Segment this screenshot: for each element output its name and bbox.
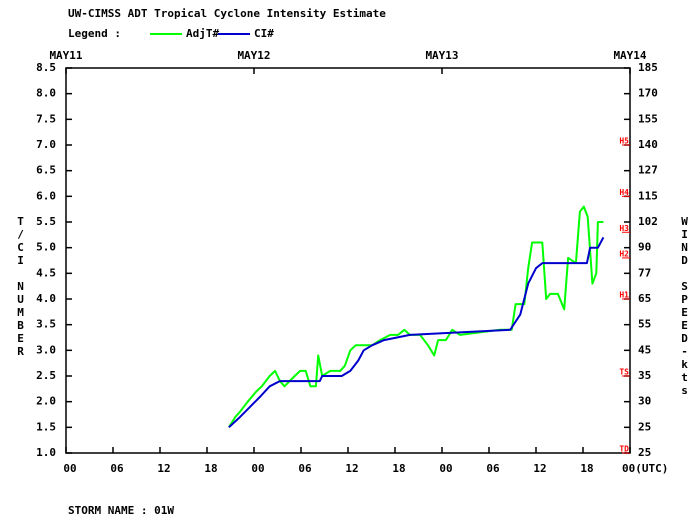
date-tick-label: MAY14 [613,49,646,62]
y2-tick-label: 155 [638,112,658,125]
y-tick-label: 4.5 [36,266,56,279]
x-tick-label: 06 [486,462,500,475]
y2-tick-label: 185 [638,61,658,74]
x-tick-label: 06 [298,462,312,475]
legend-entry: CI# [254,27,274,40]
y2-tick-label: 35 [638,369,651,382]
date-tick-label: MAY11 [49,49,82,62]
category-label: H1 [619,291,629,300]
y2-axis-label: WIND SPEED-kts [678,215,691,397]
y2-tick-label: 140 [638,138,658,151]
category-label: TD [619,445,629,454]
x-tick-label: 18 [580,462,593,475]
chart-title: UW-CIMSS ADT Tropical Cyclone Intensity … [68,7,386,20]
y-tick-label: 2.5 [36,369,56,382]
plot-frame [65,67,631,454]
y-tick-label: 6.0 [36,189,56,202]
x-tick-label: 06 [110,462,124,475]
y-tick-label: 4.0 [36,292,56,305]
series-line [228,236,605,429]
category-label: H3 [619,224,629,233]
y2-tick-label: 30 [638,395,651,408]
y-axis-label: T/CI NUMBER [14,215,27,358]
legend-label: Legend : [68,27,121,40]
x-tick-label: 00 [439,462,452,475]
y2-tick-label: 115 [638,189,658,202]
x-tick-label: 12 [345,462,358,475]
y2-tick-label: 25 [638,446,651,459]
legend-entry: AdjT# [186,27,219,40]
x-tick-label: 12 [533,462,546,475]
x-tick-label: 00(UTC) [622,462,668,475]
y-tick-label: 8.0 [36,87,56,100]
x-tick-label: 18 [392,462,405,475]
y-tick-label: 3.0 [36,343,56,356]
y2-tick-label: 127 [638,164,658,177]
y2-tick-label: 65 [638,292,651,305]
y-tick-label: 2.0 [36,395,56,408]
y-tick-label: 7.0 [36,138,56,151]
y2-tick-label: 55 [638,318,651,331]
footer: STORM NAME : 01W [68,504,174,517]
category-label: H5 [619,137,629,146]
y-tick-label: 3.5 [36,318,56,331]
y-tick-label: 5.0 [36,241,56,254]
category-label: H2 [619,249,629,258]
date-tick-label: MAY12 [237,49,270,62]
date-tick-label: MAY13 [425,49,458,62]
x-tick-label: 00 [63,462,76,475]
y2-tick-label: 102 [638,215,658,228]
y2-tick-label: 45 [638,343,651,356]
x-tick-label: 12 [157,462,170,475]
y-tick-label: 8.5 [36,61,56,74]
y-tick-label: 1.5 [36,420,56,433]
y2-tick-label: 90 [638,241,651,254]
series-line [228,205,604,428]
y-tick-label: 5.5 [36,215,56,228]
y-tick-label: 7.5 [36,112,56,125]
x-tick-label: 18 [204,462,217,475]
y2-tick-label: 77 [638,266,651,279]
category-label: TS [619,368,629,377]
y-tick-label: 6.5 [36,164,56,177]
category-label: H4 [619,188,629,197]
y-tick-label: 1.0 [36,446,56,459]
x-tick-label: 00 [251,462,264,475]
y2-tick-label: 170 [638,87,658,100]
y2-tick-label: 25 [638,420,651,433]
